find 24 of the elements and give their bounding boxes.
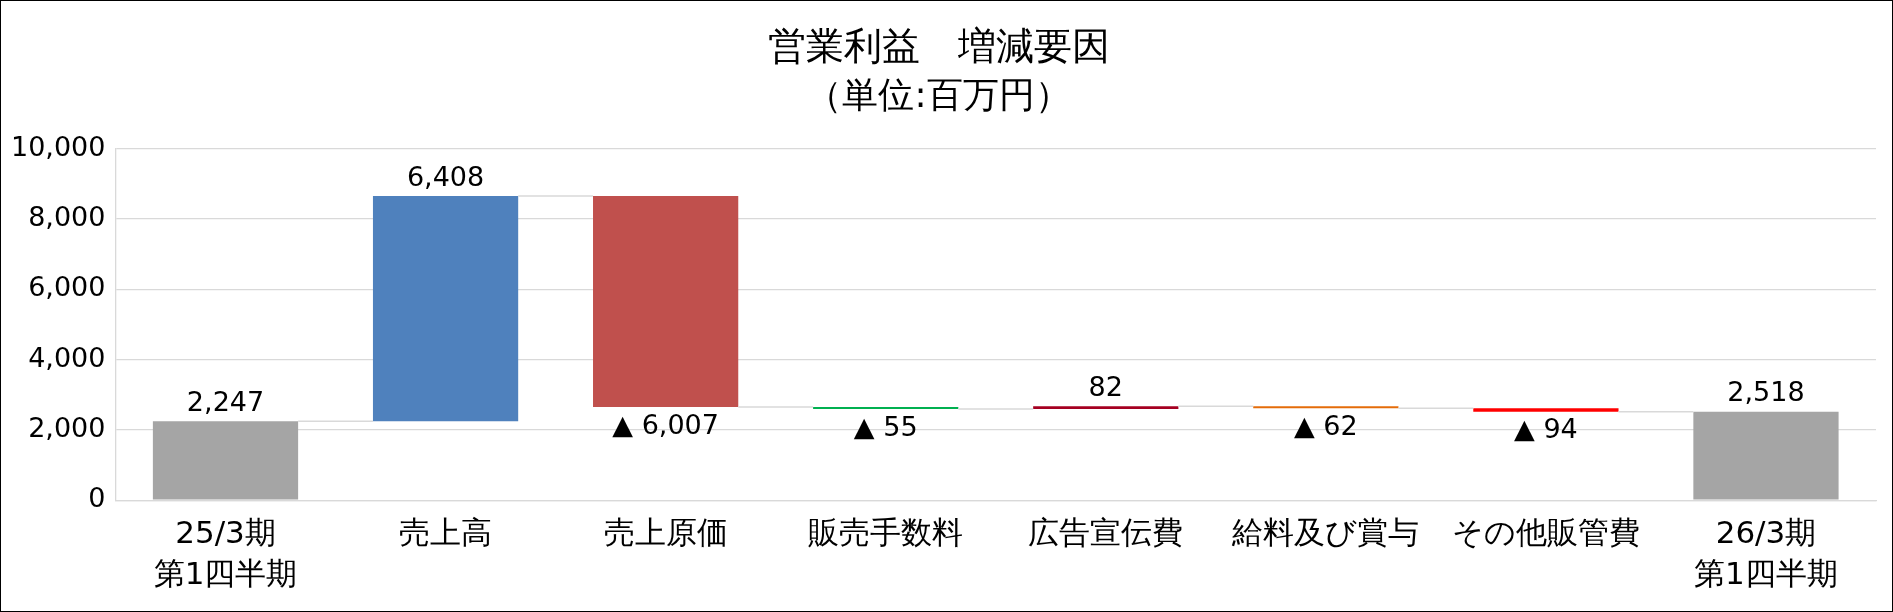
x-tick-label: 広告宣伝費 xyxy=(1028,513,1184,550)
y-tick-label: 10,000 xyxy=(10,130,106,162)
x-tick-label: 25/3期第1四半期 xyxy=(153,513,298,591)
x-tick-label: 売上高 xyxy=(399,513,493,550)
chart-title: 営業利益 増減要因 xyxy=(767,23,1110,68)
data-label: 6,408 xyxy=(406,160,485,192)
x-tick-label: 26/3期第1四半期 xyxy=(1694,513,1838,591)
x-tick-label: 売上原価 xyxy=(603,513,728,550)
data-label: ▲ 94 xyxy=(1514,413,1578,445)
data-label: 82 xyxy=(1088,370,1123,402)
x-tick-label: 販売手数料 xyxy=(808,513,964,550)
y-tick-label: 6,000 xyxy=(28,271,106,303)
data-label: ▲ 62 xyxy=(1293,409,1358,441)
y-tick-label: 4,000 xyxy=(28,341,106,373)
y-tick-label: 0 xyxy=(88,482,106,514)
data-label: 2,518 xyxy=(1727,376,1805,408)
y-tick-label: 8,000 xyxy=(28,201,106,233)
x-tick-label: 給料及び賞与 xyxy=(1231,513,1420,550)
x-tick-label: その他販管費 xyxy=(1451,513,1640,550)
data-label: 2,247 xyxy=(186,385,265,417)
chart-subtitle: （単位:百万円） xyxy=(806,73,1071,115)
y-tick-label: 2,000 xyxy=(28,411,106,443)
data-label: ▲ 55 xyxy=(853,410,918,442)
data-label: ▲ 6,007 xyxy=(612,408,719,440)
